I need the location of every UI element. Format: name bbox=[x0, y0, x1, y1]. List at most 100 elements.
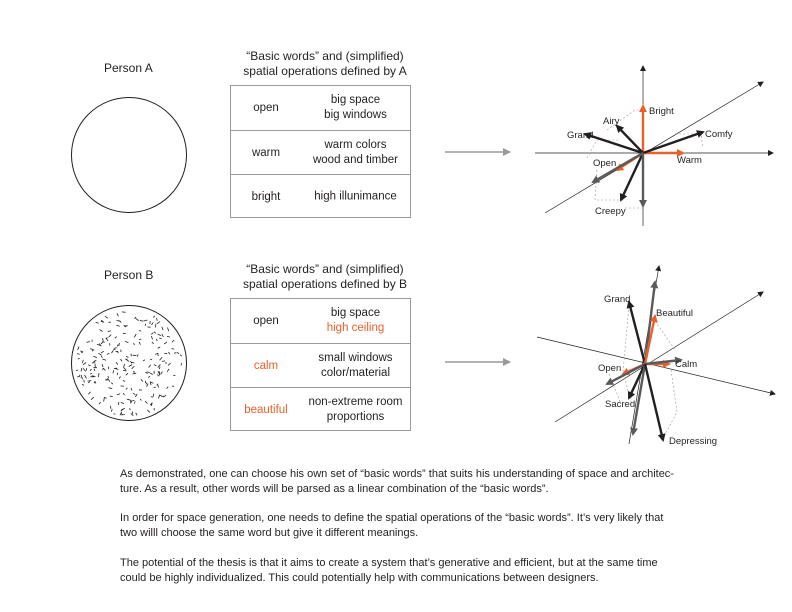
table-row: beautiful non-extreme room proportions bbox=[231, 387, 410, 431]
texture-dash bbox=[139, 319, 144, 322]
texture-dash bbox=[151, 322, 154, 326]
texture-dash bbox=[126, 359, 130, 362]
x-axis bbox=[536, 336, 776, 396]
paragraph-line: ture. As a result, other words will be p… bbox=[120, 483, 549, 495]
texture-dash bbox=[116, 393, 121, 396]
paragraph-1: As demonstrated, one can choose his own … bbox=[120, 467, 710, 497]
person-b-texture bbox=[75, 311, 183, 416]
texture-dash bbox=[166, 386, 169, 389]
texture-dash bbox=[99, 329, 103, 332]
texture-dash bbox=[157, 365, 160, 368]
texture-dash bbox=[115, 350, 119, 353]
texture-dash bbox=[154, 323, 157, 328]
z-axis bbox=[554, 291, 764, 423]
paragraph-line: The potential of the thesis is that it a… bbox=[120, 557, 658, 569]
texture-dash bbox=[171, 385, 175, 387]
texture-dash bbox=[134, 316, 137, 320]
texture-dash bbox=[150, 332, 154, 335]
texture-dash bbox=[81, 383, 85, 386]
spatial-operations: non-extreme room proportions bbox=[301, 395, 410, 425]
texture-dash bbox=[168, 351, 171, 355]
basic-word: beautiful bbox=[244, 403, 288, 416]
texture-dash bbox=[91, 349, 95, 352]
paragraph-2: In order for space generation, one needs… bbox=[120, 511, 710, 541]
texture-dash bbox=[116, 344, 119, 347]
texture-dash bbox=[111, 349, 114, 354]
texture-dash bbox=[122, 370, 127, 372]
texture-dash bbox=[144, 400, 148, 404]
texture-dash bbox=[100, 319, 105, 323]
grand-vector bbox=[626, 300, 647, 365]
texture-dash bbox=[142, 359, 146, 362]
texture-dash bbox=[132, 343, 136, 345]
depressing-label: Depressing bbox=[669, 436, 717, 447]
texture-dash bbox=[153, 364, 157, 367]
texture-dash bbox=[153, 331, 156, 334]
texture-dash bbox=[98, 373, 100, 378]
texture-dash bbox=[93, 355, 98, 358]
texture-dash bbox=[124, 340, 129, 344]
texture-dash bbox=[128, 399, 131, 401]
texture-dash bbox=[108, 321, 112, 323]
texture-dash bbox=[104, 315, 109, 319]
texture-dash bbox=[82, 368, 87, 372]
texture-dash bbox=[120, 408, 124, 412]
texture-dash bbox=[87, 380, 92, 382]
texture-dash bbox=[157, 346, 161, 349]
texture-dash bbox=[161, 333, 164, 338]
texture-dash bbox=[77, 346, 80, 351]
sacred-label: Sacred bbox=[605, 399, 635, 410]
texture-dash bbox=[146, 383, 149, 387]
table-row: open big space high ceiling bbox=[231, 299, 410, 343]
texture-dash bbox=[166, 336, 170, 338]
texture-dash bbox=[180, 354, 182, 357]
calm-label: Calm bbox=[675, 359, 697, 370]
ops-line: big windows bbox=[324, 109, 387, 121]
texture-dash bbox=[84, 374, 87, 379]
texture-dash bbox=[159, 357, 163, 361]
texture-dash bbox=[98, 352, 102, 356]
texture-dash bbox=[136, 354, 139, 357]
texture-dash bbox=[103, 368, 106, 371]
ops-line: proportions bbox=[326, 410, 385, 423]
texture-dash bbox=[174, 352, 177, 354]
sacred-vector bbox=[627, 363, 647, 400]
texture-dash bbox=[125, 387, 128, 390]
texture-dash bbox=[134, 401, 136, 404]
texture-dash bbox=[143, 319, 148, 322]
paragraph-line: As demonstrated, one can choose his own … bbox=[120, 468, 674, 480]
texture-dash bbox=[123, 367, 127, 371]
texture-dash bbox=[78, 374, 81, 377]
texture-dash bbox=[115, 362, 119, 365]
paragraph-line: could be highly individualized. This cou… bbox=[120, 572, 599, 584]
texture-dash bbox=[157, 385, 159, 388]
texture-dash bbox=[148, 364, 151, 368]
person-a-table-title-line1: “Basic words” and (simplified) bbox=[246, 49, 404, 63]
depressing-vector bbox=[643, 363, 666, 442]
texture-dash bbox=[94, 381, 97, 384]
texture-dash bbox=[113, 347, 117, 349]
warm-label: Warm bbox=[677, 155, 702, 166]
open-label: Open bbox=[598, 363, 621, 374]
texture-dash bbox=[157, 333, 162, 336]
texture-dash bbox=[106, 352, 110, 355]
person-b-circle bbox=[71, 305, 187, 421]
airy-vector bbox=[615, 124, 644, 154]
basic-word: calm bbox=[253, 359, 279, 372]
texture-dash bbox=[146, 371, 150, 373]
ops-line: big space bbox=[330, 307, 381, 319]
beautiful-label: Beautiful bbox=[656, 308, 693, 319]
texture-dash bbox=[155, 338, 158, 342]
basic-word: open bbox=[253, 315, 279, 327]
texture-dash bbox=[128, 408, 132, 410]
texture-dash bbox=[93, 359, 97, 363]
bright-label: Bright bbox=[649, 106, 674, 117]
texture-dash bbox=[98, 402, 101, 405]
texture-dash bbox=[89, 368, 92, 372]
neg-z-vector bbox=[605, 362, 646, 386]
texture-dash bbox=[163, 341, 168, 345]
texture-dash bbox=[156, 317, 158, 321]
person-a-label: Person A bbox=[104, 61, 153, 75]
texture-dash bbox=[88, 364, 91, 367]
